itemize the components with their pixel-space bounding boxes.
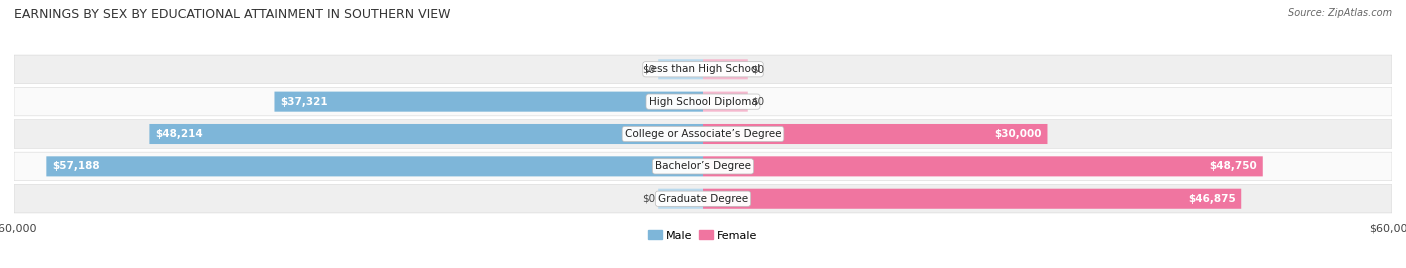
Text: Source: ZipAtlas.com: Source: ZipAtlas.com	[1288, 8, 1392, 18]
FancyBboxPatch shape	[14, 184, 1392, 213]
FancyBboxPatch shape	[14, 55, 1392, 84]
FancyBboxPatch shape	[14, 87, 1392, 116]
FancyBboxPatch shape	[274, 92, 703, 112]
FancyBboxPatch shape	[658, 59, 703, 79]
FancyBboxPatch shape	[703, 156, 1263, 176]
Text: $57,188: $57,188	[52, 161, 100, 171]
FancyBboxPatch shape	[46, 156, 703, 176]
Text: High School Diploma: High School Diploma	[648, 97, 758, 107]
Text: $0: $0	[751, 97, 765, 107]
Text: $48,214: $48,214	[155, 129, 202, 139]
Text: Less than High School: Less than High School	[645, 64, 761, 74]
Text: $0: $0	[641, 64, 655, 74]
Text: $0: $0	[751, 64, 765, 74]
Text: $0: $0	[641, 194, 655, 204]
Legend: Male, Female: Male, Female	[644, 226, 762, 245]
Text: $30,000: $30,000	[994, 129, 1042, 139]
FancyBboxPatch shape	[149, 124, 703, 144]
Text: $48,750: $48,750	[1209, 161, 1257, 171]
Text: $46,875: $46,875	[1188, 194, 1236, 204]
Text: Bachelor’s Degree: Bachelor’s Degree	[655, 161, 751, 171]
FancyBboxPatch shape	[703, 124, 1047, 144]
FancyBboxPatch shape	[703, 189, 1241, 209]
FancyBboxPatch shape	[703, 59, 748, 79]
FancyBboxPatch shape	[14, 120, 1392, 148]
Text: Graduate Degree: Graduate Degree	[658, 194, 748, 204]
FancyBboxPatch shape	[658, 189, 703, 209]
Text: $37,321: $37,321	[280, 97, 328, 107]
FancyBboxPatch shape	[14, 152, 1392, 181]
FancyBboxPatch shape	[703, 92, 748, 112]
Text: College or Associate’s Degree: College or Associate’s Degree	[624, 129, 782, 139]
Text: EARNINGS BY SEX BY EDUCATIONAL ATTAINMENT IN SOUTHERN VIEW: EARNINGS BY SEX BY EDUCATIONAL ATTAINMEN…	[14, 8, 450, 21]
